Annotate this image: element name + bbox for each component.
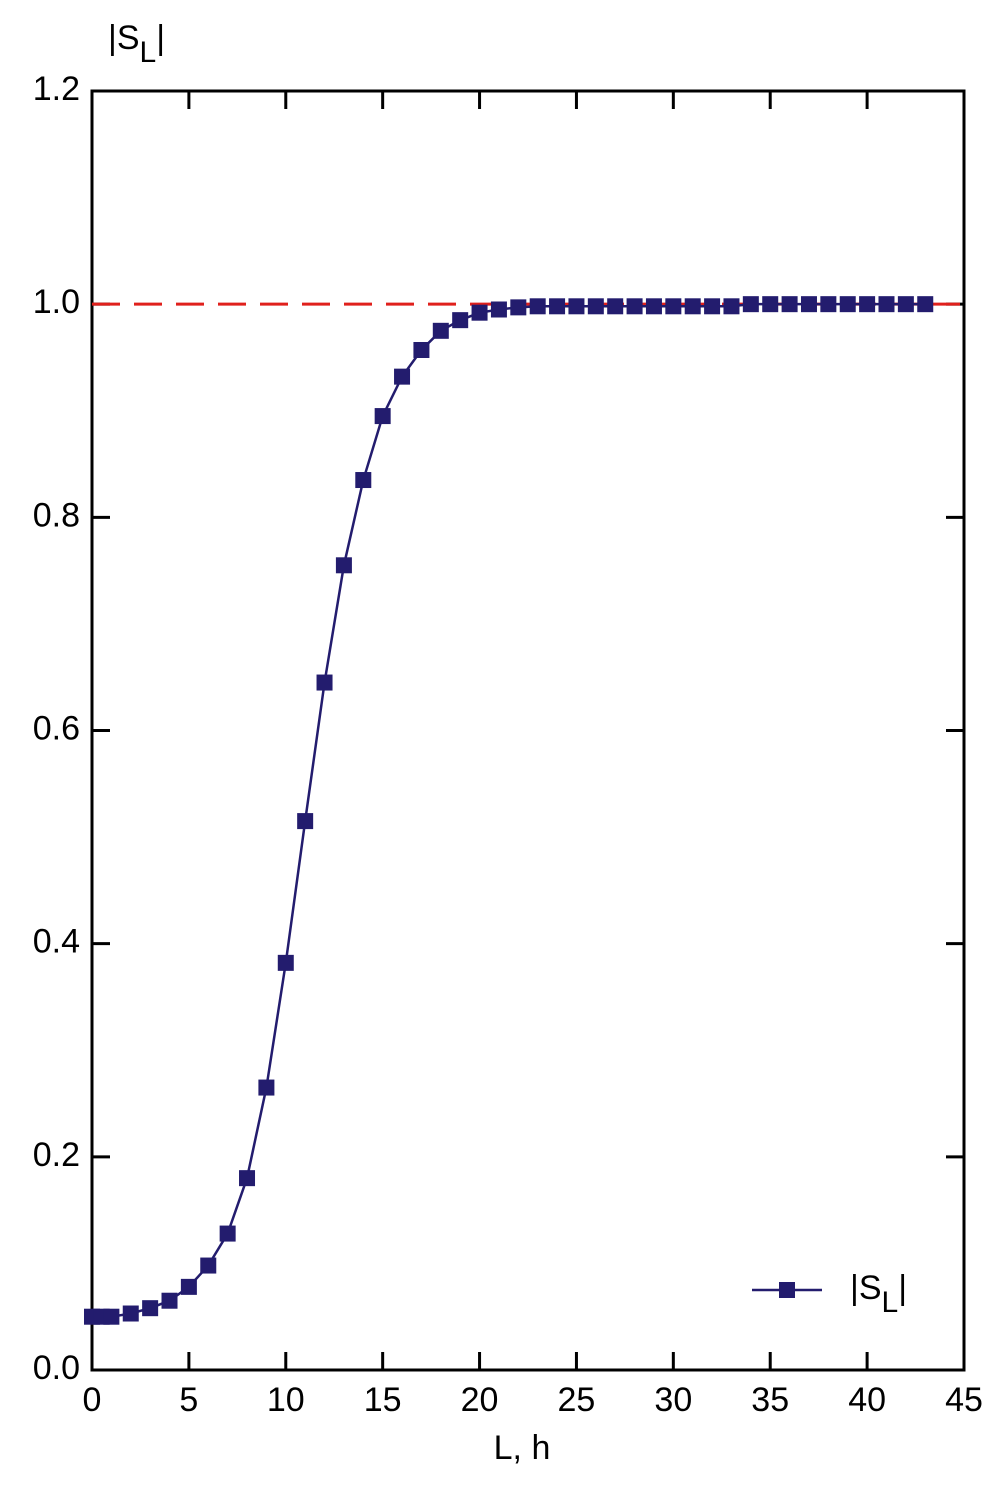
data-point: [897, 296, 914, 313]
legend-part: |: [898, 1269, 907, 1307]
y-tick-label: 0.0: [33, 1349, 80, 1387]
y-tick-label: 1.2: [33, 70, 80, 108]
data-point: [374, 408, 391, 425]
data-point: [219, 1225, 236, 1242]
data-point: [490, 301, 507, 318]
data-point: [122, 1305, 139, 1322]
x-axis-label: L, h: [494, 1429, 551, 1467]
data-point: [452, 312, 469, 329]
data-point: [200, 1257, 217, 1274]
series-line: [92, 302, 926, 1318]
y-label-part: |S: [108, 19, 140, 57]
y-tick-label: 1.0: [33, 283, 80, 321]
x-tick-label: 5: [179, 1381, 198, 1419]
x-tick-label: 10: [267, 1381, 305, 1419]
data-point: [626, 298, 643, 315]
y-tick-label: 0.6: [33, 709, 80, 747]
data-point: [917, 296, 934, 313]
y-tick-label: 0.4: [33, 923, 80, 961]
x-tick-label: 40: [848, 1381, 886, 1419]
legend-marker: [779, 1282, 795, 1298]
x-tick-label: 35: [751, 1381, 789, 1419]
data-point: [103, 1308, 120, 1325]
data-point: [607, 298, 624, 315]
data-point: [742, 296, 759, 313]
data-point: [762, 296, 779, 313]
data-point: [839, 296, 856, 313]
y-label-part: |: [156, 19, 165, 57]
data-point: [684, 298, 701, 315]
data-point: [800, 296, 817, 313]
data-point: [142, 1300, 159, 1317]
data-point: [781, 296, 798, 313]
data-point: [180, 1278, 197, 1295]
data-point: [665, 298, 682, 315]
data-point: [239, 1170, 256, 1187]
data-point: [471, 304, 488, 321]
data-point: [432, 322, 449, 339]
legend-sub: L: [882, 1286, 899, 1319]
plot-frame: [90, 89, 966, 1372]
x-tick-label: 15: [364, 1381, 402, 1419]
data-point: [704, 298, 721, 315]
data-point: [316, 674, 333, 691]
x-tick-label: 20: [461, 1381, 499, 1419]
data-point: [510, 299, 527, 316]
y-axis-label: |SL|: [108, 19, 165, 69]
data-point: [723, 298, 740, 315]
x-tick-label: 0: [83, 1381, 102, 1419]
data-point: [587, 298, 604, 315]
data-point: [394, 368, 411, 385]
legend-part: |S: [850, 1269, 882, 1307]
data-point: [568, 298, 585, 315]
data-point: [161, 1292, 178, 1309]
data-point: [258, 1079, 275, 1096]
x-tick-label: 25: [558, 1381, 596, 1419]
legend-label: |SL|: [850, 1269, 907, 1319]
x-tick-label: 45: [945, 1381, 983, 1419]
data-point: [335, 557, 352, 574]
y-tick-label: 0.8: [33, 496, 80, 534]
data-point: [878, 296, 895, 313]
data-point: [277, 954, 294, 971]
y-label-sub: L: [140, 36, 157, 69]
data-point: [859, 296, 876, 313]
data-point: [355, 472, 372, 489]
x-tick-label: 30: [654, 1381, 692, 1419]
data-point: [413, 341, 430, 358]
data-point: [820, 296, 837, 313]
data-point: [645, 298, 662, 315]
y-tick-label: 0.2: [33, 1136, 80, 1174]
data-point: [529, 298, 546, 315]
data-point: [297, 813, 314, 830]
data-point: [549, 298, 566, 315]
